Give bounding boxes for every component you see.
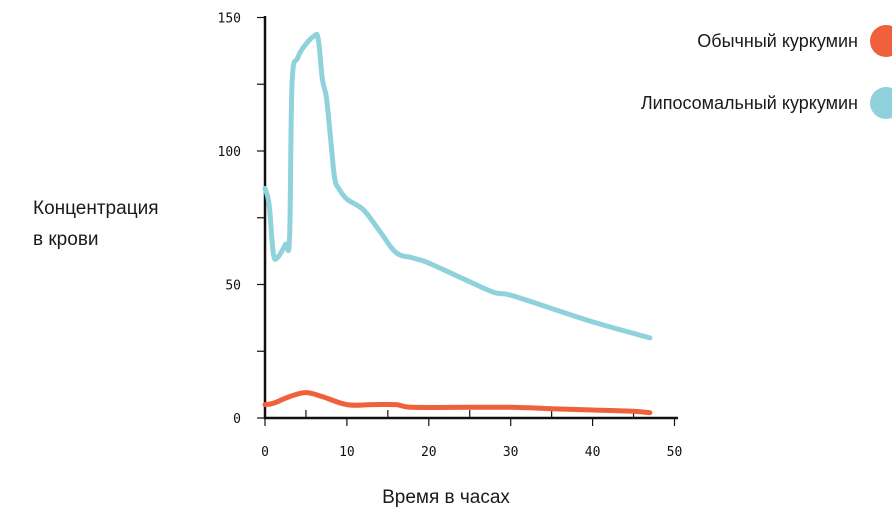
chart-axes: 0 50 100 150 0 10 20 30 40 50 [218,12,683,461]
y-tick-label: 0 [233,412,241,427]
legend-swatch-liposomal [870,87,892,119]
x-tick-label: 10 [339,445,355,460]
y-tick-label: 100 [218,145,241,160]
legend-label-liposomal: Липосомальный куркумин [640,92,858,113]
y-tick-label: 50 [225,279,241,294]
legend-swatch-regular [870,25,892,57]
x-tick-label: 30 [503,445,519,460]
legend-label-regular: Обычный куркумин [697,30,858,51]
x-tick-label: 40 [585,445,601,460]
legend-item-liposomal: Липосомальный куркумин [640,87,892,119]
y-axis-label: Концентрация в крови [33,193,158,255]
x-tick-label: 0 [261,445,269,460]
series-line-0 [262,390,653,416]
y-axis-label-line2: в крови [33,229,99,250]
x-axis-label: Время в часах [382,487,510,508]
chart-series [262,31,653,416]
x-tick-label: 50 [667,445,683,460]
y-tick-label: 150 [218,12,241,27]
series-line-1 [262,31,653,341]
y-axis-label-line1: Концентрация [33,198,159,219]
legend-item-regular: Обычный куркумин [697,25,892,57]
x-tick-label: 20 [421,445,437,460]
